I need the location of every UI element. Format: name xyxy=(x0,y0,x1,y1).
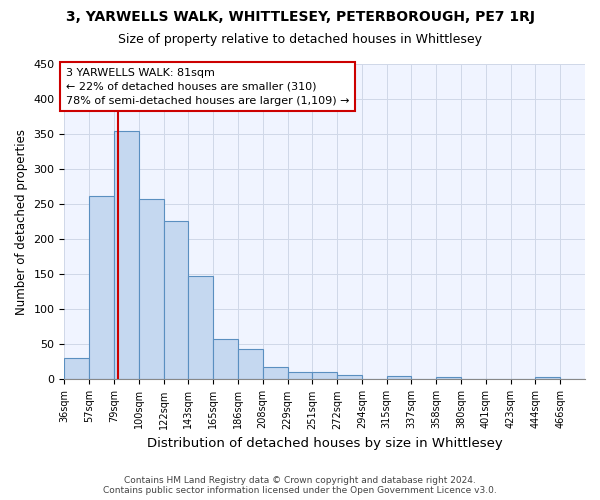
Bar xyxy=(188,276,213,380)
Bar xyxy=(287,372,313,380)
Bar xyxy=(386,376,412,380)
Bar xyxy=(89,196,114,380)
Bar xyxy=(313,372,337,380)
Y-axis label: Number of detached properties: Number of detached properties xyxy=(15,128,28,314)
Text: 3, YARWELLS WALK, WHITTLESEY, PETERBOROUGH, PE7 1RJ: 3, YARWELLS WALK, WHITTLESEY, PETERBOROU… xyxy=(65,10,535,24)
Bar xyxy=(213,340,238,380)
Bar xyxy=(337,374,362,380)
Text: 3 YARWELLS WALK: 81sqm
← 22% of detached houses are smaller (310)
78% of semi-de: 3 YARWELLS WALK: 81sqm ← 22% of detached… xyxy=(65,68,349,106)
Bar xyxy=(263,367,287,380)
Bar xyxy=(436,376,461,380)
Bar xyxy=(238,348,263,380)
Text: Contains HM Land Registry data © Crown copyright and database right 2024.
Contai: Contains HM Land Registry data © Crown c… xyxy=(103,476,497,495)
Bar xyxy=(64,358,89,380)
Bar xyxy=(114,130,139,380)
X-axis label: Distribution of detached houses by size in Whittlesey: Distribution of detached houses by size … xyxy=(147,437,503,450)
Bar xyxy=(139,198,164,380)
Bar xyxy=(535,376,560,380)
Bar xyxy=(164,221,188,380)
Text: Size of property relative to detached houses in Whittlesey: Size of property relative to detached ho… xyxy=(118,32,482,46)
